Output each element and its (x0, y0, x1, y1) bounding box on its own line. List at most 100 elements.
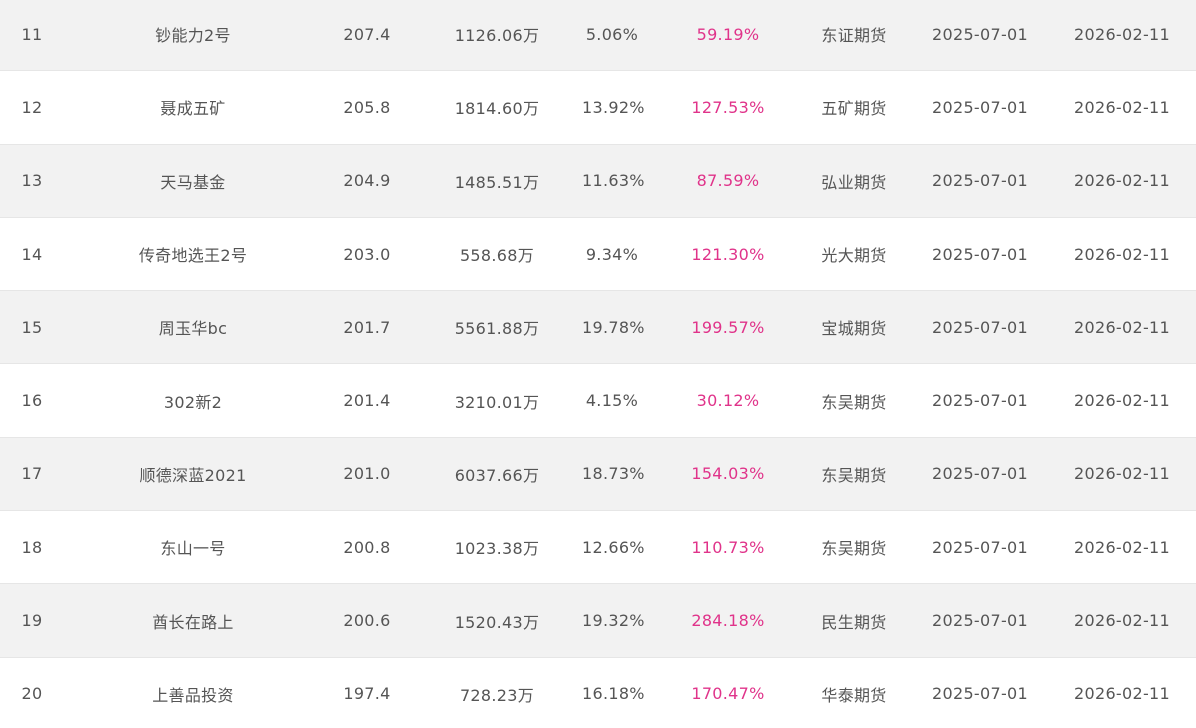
broker-cell: 东吴期货 (821, 465, 887, 485)
equity-cell: 1126.06万 (454, 26, 540, 46)
return-cell: 87.59% (696, 171, 760, 191)
account-name-cell[interactable]: 上善品投资 (152, 685, 234, 705)
end-date-cell: 2026-02-11 (1074, 24, 1170, 44)
table-row[interactable]: 11 钞能力2号 207.4 1126.06万 5.06% 59.19% 东证期… (0, 0, 1196, 72)
account-name-cell[interactable]: 东山一号 (160, 539, 226, 559)
end-date-cell: 2026-02-11 (1074, 684, 1170, 704)
score-cell: 207.4 (343, 24, 391, 44)
broker-cell: 宝城期货 (821, 319, 887, 339)
score-cell: 203.0 (343, 244, 391, 264)
end-date-cell: 2026-02-11 (1074, 464, 1170, 484)
equity-cell: 5561.88万 (454, 319, 540, 339)
rank-cell: 12 (21, 97, 43, 117)
table-row[interactable]: 17 顺德深蓝2021 201.0 6037.66万 18.73% 154.03… (0, 437, 1196, 512)
return-cell: 121.30% (691, 244, 765, 264)
return-cell: 170.47% (691, 684, 765, 704)
end-date-cell: 2026-02-11 (1074, 611, 1170, 631)
drawdown-cell: 18.73% (582, 464, 645, 484)
equity-cell: 728.23万 (459, 685, 535, 705)
end-date-cell: 2026-02-11 (1074, 97, 1170, 117)
start-date-cell: 2025-07-01 (932, 464, 1028, 484)
drawdown-cell: 13.92% (582, 97, 645, 117)
return-cell: 110.73% (691, 537, 765, 557)
start-date-cell: 2025-07-01 (932, 244, 1028, 264)
start-date-cell: 2025-07-01 (932, 24, 1028, 44)
start-date-cell: 2025-07-01 (932, 97, 1028, 117)
rank-cell: 18 (21, 537, 43, 557)
table-row[interactable]: 16 302新2 201.4 3210.01万 4.15% 30.12% 东吴期… (0, 364, 1196, 438)
return-cell: 284.18% (691, 611, 765, 631)
score-cell: 204.9 (343, 171, 391, 191)
table-row[interactable]: 15 周玉华bc 201.7 5561.88万 19.78% 199.57% 宝… (0, 291, 1196, 365)
broker-cell: 东吴期货 (821, 539, 887, 559)
score-cell: 200.8 (343, 537, 391, 557)
return-cell: 127.53% (691, 97, 765, 117)
rank-cell: 19 (21, 611, 43, 631)
start-date-cell: 2025-07-01 (932, 171, 1028, 191)
score-cell: 201.0 (343, 464, 391, 484)
account-name-cell[interactable]: 天马基金 (160, 172, 226, 192)
drawdown-cell: 19.32% (582, 611, 645, 631)
rank-cell: 15 (21, 317, 43, 337)
return-cell: 59.19% (696, 24, 760, 44)
equity-cell: 1023.38万 (454, 539, 540, 559)
end-date-cell: 2026-02-11 (1074, 537, 1170, 557)
table-row[interactable]: 18 东山一号 200.8 1023.38万 12.66% 110.73% 东吴… (0, 511, 1196, 585)
start-date-cell: 2025-07-01 (932, 317, 1028, 337)
broker-cell: 光大期货 (821, 246, 887, 266)
rank-cell: 14 (21, 244, 43, 264)
drawdown-cell: 11.63% (582, 171, 645, 191)
drawdown-cell: 9.34% (585, 244, 639, 264)
rank-cell: 11 (21, 24, 43, 44)
broker-cell: 五矿期货 (821, 99, 887, 119)
score-cell: 201.7 (343, 317, 391, 337)
table-row[interactable]: 13 天马基金 204.9 1485.51万 11.63% 87.59% 弘业期… (0, 144, 1196, 218)
account-name-cell[interactable]: 传奇地选王2号 (138, 246, 248, 266)
broker-cell: 弘业期货 (821, 172, 887, 192)
broker-cell: 东吴期货 (821, 392, 887, 412)
start-date-cell: 2025-07-01 (932, 684, 1028, 704)
drawdown-cell: 16.18% (582, 684, 645, 704)
table-row[interactable]: 20 上善品投资 197.4 728.23万 16.18% 170.47% 华泰… (0, 658, 1196, 728)
score-cell: 200.6 (343, 611, 391, 631)
equity-cell: 1520.43万 (454, 612, 540, 632)
table-row[interactable]: 14 传奇地选王2号 203.0 558.68万 9.34% 121.30% 光… (0, 218, 1196, 292)
drawdown-cell: 5.06% (585, 24, 639, 44)
end-date-cell: 2026-02-11 (1074, 391, 1170, 411)
score-cell: 197.4 (343, 684, 391, 704)
start-date-cell: 2025-07-01 (932, 537, 1028, 557)
account-name-cell[interactable]: 周玉华bc (158, 319, 228, 339)
end-date-cell: 2026-02-11 (1074, 317, 1170, 337)
rank-cell: 16 (21, 391, 43, 411)
broker-cell: 东证期货 (821, 26, 887, 46)
account-name-cell[interactable]: 302新2 (163, 392, 223, 412)
drawdown-cell: 19.78% (582, 317, 645, 337)
score-cell: 205.8 (343, 97, 391, 117)
equity-cell: 558.68万 (459, 246, 535, 266)
rank-cell: 20 (21, 684, 43, 704)
table-row[interactable]: 19 酋长在路上 200.6 1520.43万 19.32% 284.18% 民… (0, 584, 1196, 658)
broker-cell: 华泰期货 (821, 685, 887, 705)
end-date-cell: 2026-02-11 (1074, 244, 1170, 264)
account-name-cell[interactable]: 钞能力2号 (155, 26, 231, 46)
equity-cell: 6037.66万 (454, 465, 540, 485)
return-cell: 30.12% (696, 391, 760, 411)
equity-cell: 3210.01万 (454, 392, 540, 412)
score-cell: 201.4 (343, 391, 391, 411)
rank-cell: 13 (21, 171, 43, 191)
return-cell: 154.03% (691, 464, 765, 484)
account-name-cell[interactable]: 顺德深蓝2021 (139, 465, 247, 485)
start-date-cell: 2025-07-01 (932, 391, 1028, 411)
account-name-cell[interactable]: 聂成五矿 (160, 99, 226, 119)
end-date-cell: 2026-02-11 (1074, 171, 1170, 191)
equity-cell: 1814.60万 (454, 99, 540, 119)
broker-cell: 民生期货 (821, 612, 887, 632)
account-name-cell[interactable]: 酋长在路上 (152, 612, 234, 632)
drawdown-cell: 12.66% (582, 537, 645, 557)
table-row[interactable]: 12 聂成五矿 205.8 1814.60万 13.92% 127.53% 五矿… (0, 71, 1196, 145)
start-date-cell: 2025-07-01 (932, 611, 1028, 631)
equity-cell: 1485.51万 (454, 172, 540, 192)
return-cell: 199.57% (691, 317, 765, 337)
rank-cell: 17 (21, 464, 43, 484)
